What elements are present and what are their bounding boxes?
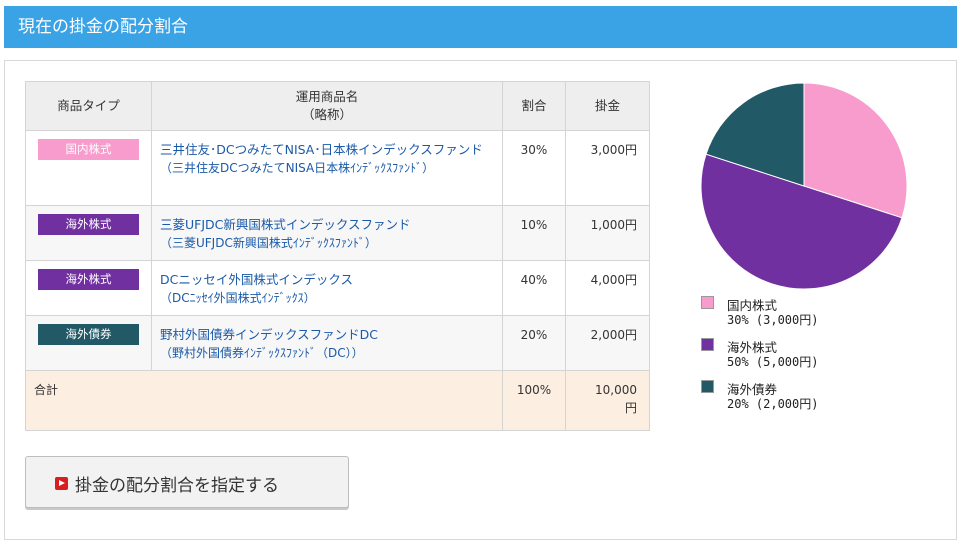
column-header-ratio: 割合 xyxy=(503,82,566,131)
column-header-product: 運用商品名 （略称） xyxy=(152,82,503,131)
ratio-cell: 10% xyxy=(503,206,566,261)
ratio-cell: 40% xyxy=(503,261,566,316)
legend-swatch xyxy=(701,296,714,309)
fund-short-name: （DCﾆｯｾｲ外国株式ｲﾝﾃﾞｯｸｽ） xyxy=(160,289,494,307)
legend-item: 国内株式 30% (3,000円) xyxy=(701,295,901,337)
fund-name-link[interactable]: 三菱UFJDC新興国株式インデックスファンド xyxy=(160,216,494,234)
allocation-pie-chart xyxy=(699,81,909,291)
specify-allocation-button[interactable]: 掛金の配分割合を指定する xyxy=(25,456,349,508)
product-type-badge: 海外株式 xyxy=(38,269,139,290)
legend-swatch xyxy=(701,338,714,351)
fund-short-name: （三菱UFJDC新興国株式ｲﾝﾃﾞｯｸｽﾌｧﾝﾄﾞ） xyxy=(160,234,494,252)
specify-allocation-label: 掛金の配分割合を指定する xyxy=(75,471,279,496)
play-icon xyxy=(55,477,68,490)
table-header-row: 商品タイプ 運用商品名 （略称） 割合 掛金 xyxy=(26,82,650,131)
table-row: 海外株式 DCニッセイ外国株式インデックス （DCﾆｯｾｲ外国株式ｲﾝﾃﾞｯｸｽ… xyxy=(26,261,650,316)
legend-value: 30% (3,000円) xyxy=(727,311,818,328)
column-header-type: 商品タイプ xyxy=(26,82,152,131)
table-row: 国内株式 三井住友･DCつみたてNISA･日本株インデックスファンド （三井住友… xyxy=(26,131,650,206)
total-amount: 10,000 円 xyxy=(566,371,650,431)
total-label: 合計 xyxy=(26,371,503,431)
legend-item: 海外債券 20% (2,000円) xyxy=(701,379,901,421)
amount-cell: 1,000円 xyxy=(566,206,650,261)
fund-short-name: （野村外国債券ｲﾝﾃﾞｯｸｽﾌｧﾝﾄﾞ（DC）） xyxy=(160,344,494,362)
fund-name-link[interactable]: DCニッセイ外国株式インデックス xyxy=(160,271,494,289)
product-type-badge: 国内株式 xyxy=(38,139,139,160)
fund-name-link[interactable]: 三井住友･DCつみたてNISA･日本株インデックスファンド xyxy=(160,141,494,159)
legend-value: 50% (5,000円) xyxy=(727,353,818,370)
ratio-cell: 30% xyxy=(503,131,566,206)
total-row: 合計 100% 10,000 円 xyxy=(26,371,650,431)
total-ratio: 100% xyxy=(503,371,566,431)
amount-cell: 4,000円 xyxy=(566,261,650,316)
allocation-panel: 商品タイプ 運用商品名 （略称） 割合 掛金 国内株式 三井住友･DCつみたてN… xyxy=(4,60,957,540)
amount-cell: 2,000円 xyxy=(566,316,650,371)
product-type-badge: 海外債券 xyxy=(38,324,139,345)
fund-name-link[interactable]: 野村外国債券インデックスファンドDC xyxy=(160,326,494,344)
page-title-bar: 現在の掛金の配分割合 xyxy=(4,6,957,48)
chart-legend: 国内株式 30% (3,000円) 海外株式 50% (5,000円) 海外債券… xyxy=(701,295,901,421)
table-row: 海外債券 野村外国債券インデックスファンドDC （野村外国債券ｲﾝﾃﾞｯｸｽﾌｧ… xyxy=(26,316,650,371)
allocation-table: 商品タイプ 運用商品名 （略称） 割合 掛金 国内株式 三井住友･DCつみたてN… xyxy=(25,81,650,431)
ratio-cell: 20% xyxy=(503,316,566,371)
page-title: 現在の掛金の配分割合 xyxy=(18,17,188,37)
column-header-amount: 掛金 xyxy=(566,82,650,131)
amount-cell: 3,000円 xyxy=(566,131,650,206)
product-type-badge: 海外株式 xyxy=(38,214,139,235)
legend-value: 20% (2,000円) xyxy=(727,395,818,412)
fund-short-name: （三井住友DCつみたてNISA日本株ｲﾝﾃﾞｯｸｽﾌｧﾝﾄﾞ） xyxy=(160,159,494,177)
table-row: 海外株式 三菱UFJDC新興国株式インデックスファンド （三菱UFJDC新興国株… xyxy=(26,206,650,261)
legend-item: 海外株式 50% (5,000円) xyxy=(701,337,901,379)
legend-swatch xyxy=(701,380,714,393)
